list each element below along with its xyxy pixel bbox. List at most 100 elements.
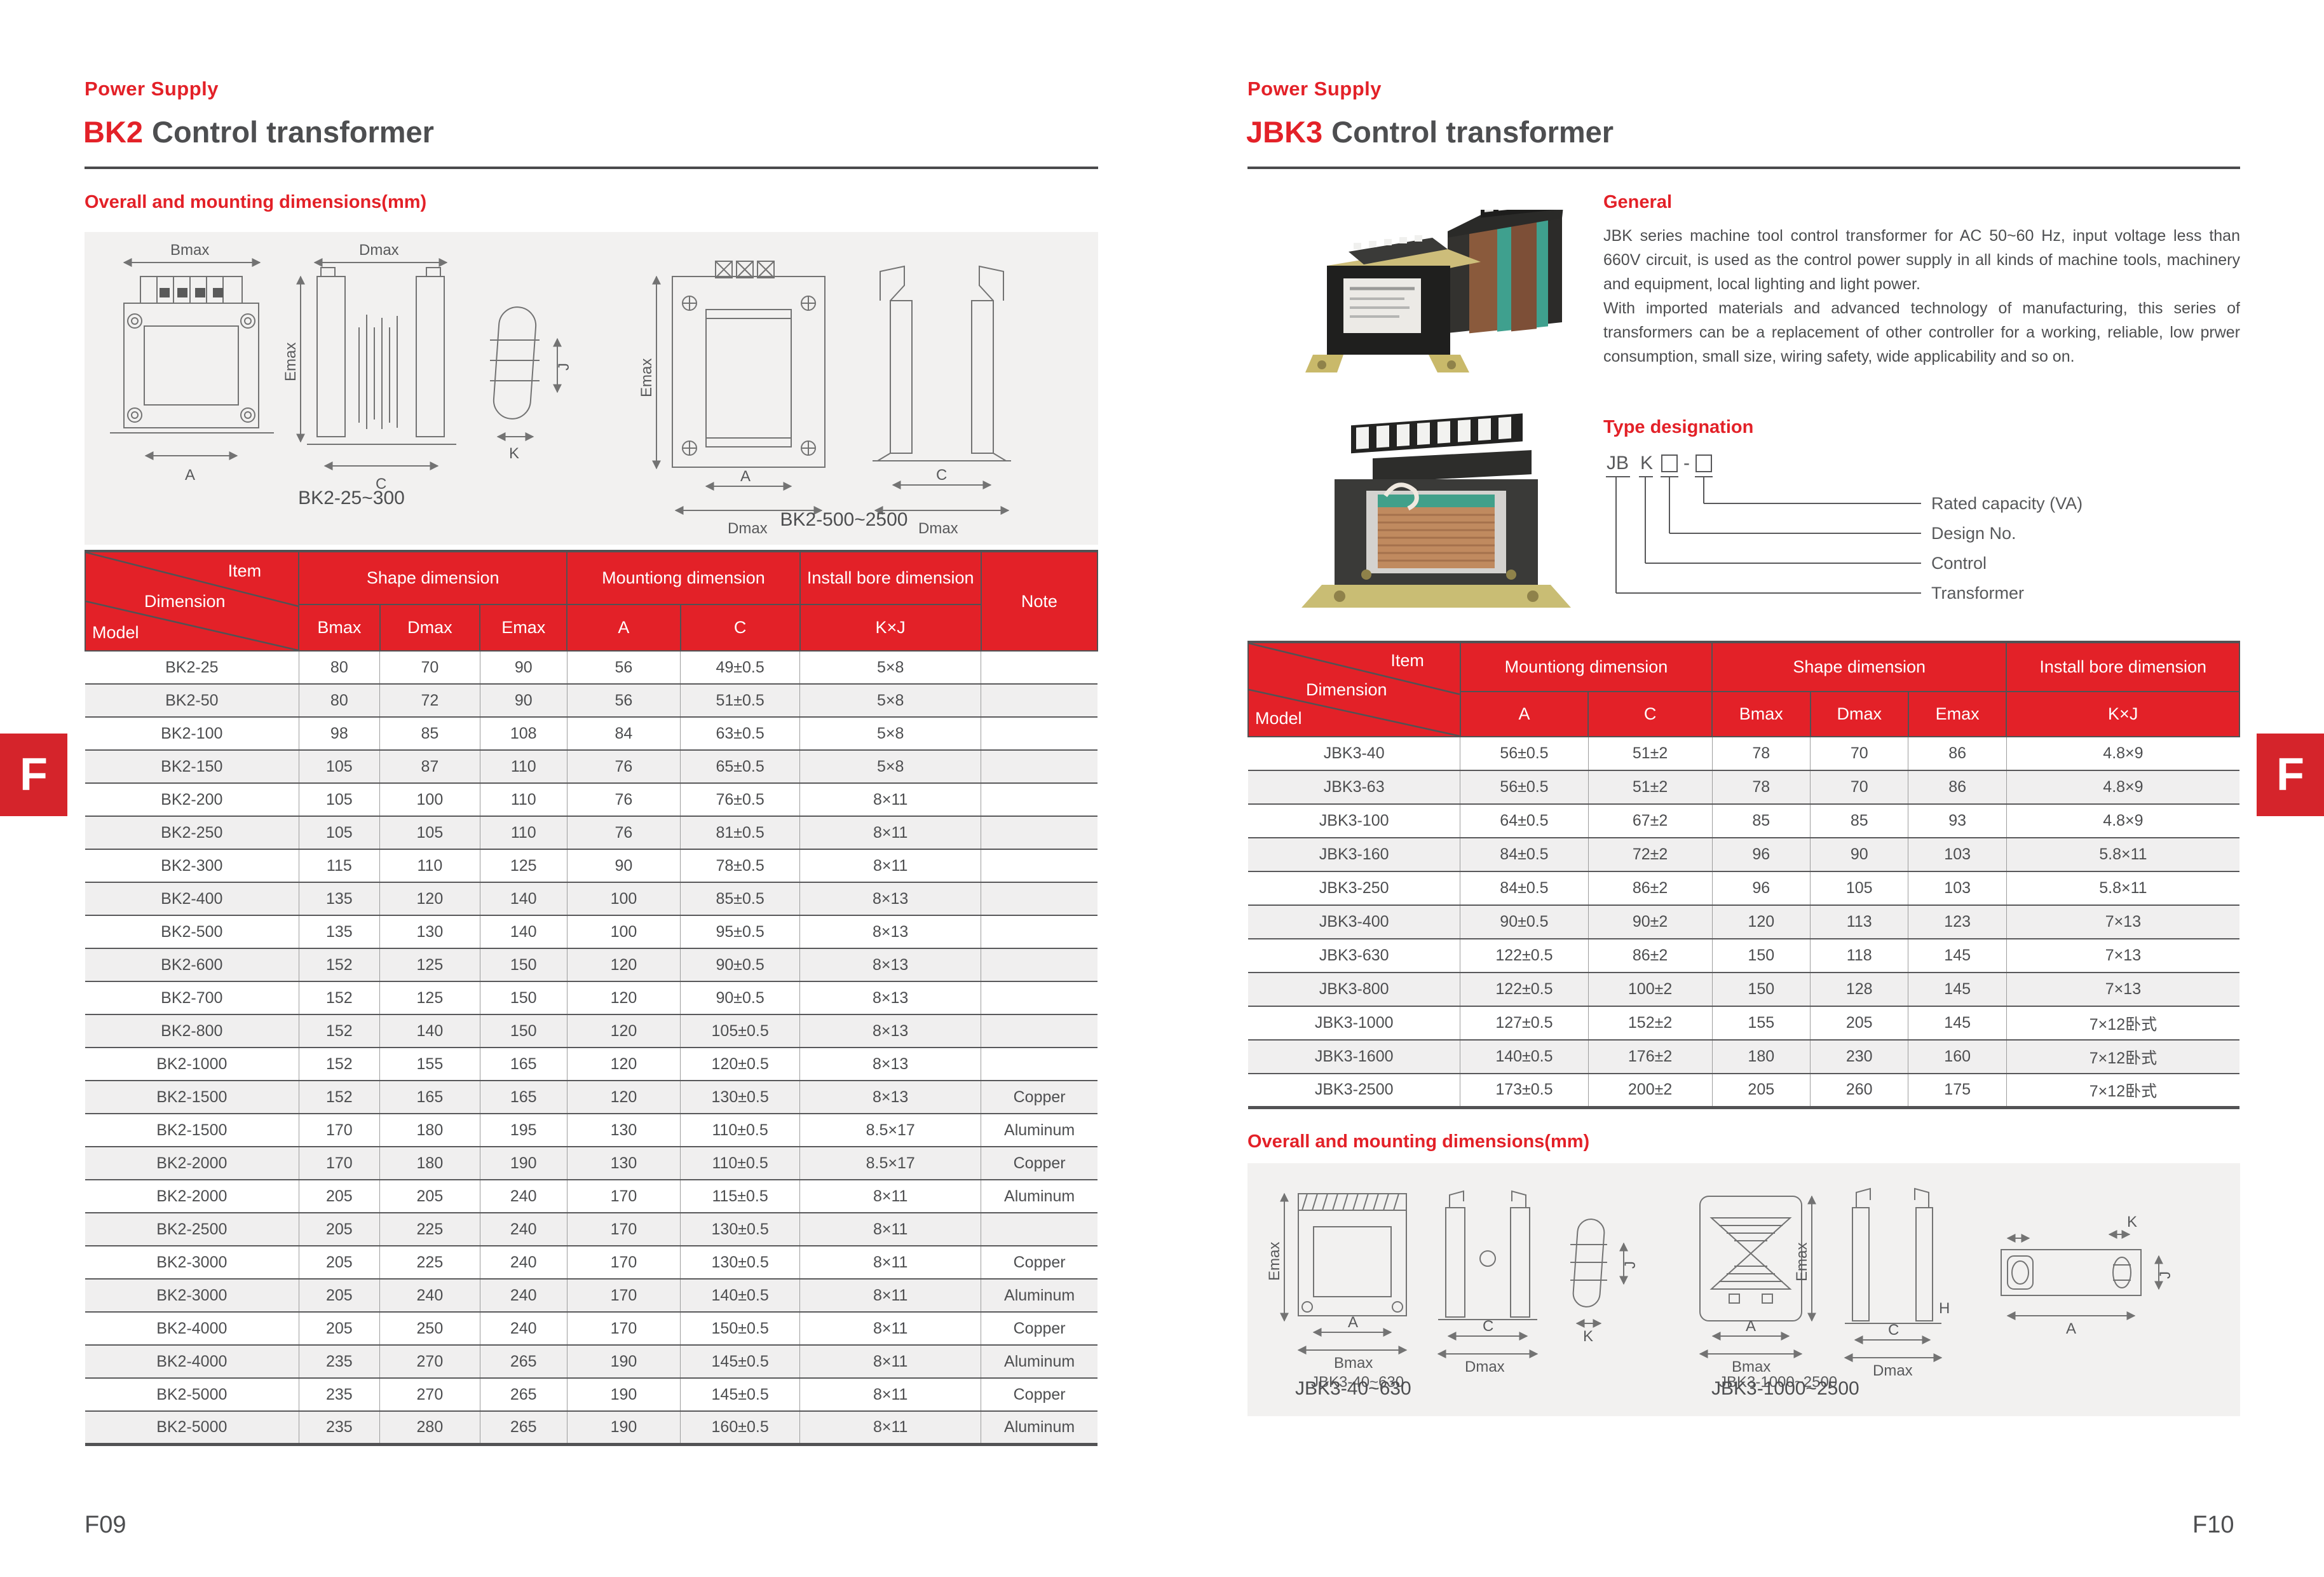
table-cell: 7×12卧式 [2006, 1073, 2239, 1109]
table-cell: 5×8 [799, 683, 981, 717]
table-cell: 85±0.5 [680, 882, 800, 915]
jbk3-sub-kj: K×J [2006, 690, 2240, 738]
table-cell: 140 [479, 882, 567, 915]
table-cell: BK2-150 [85, 749, 299, 783]
table-cell: 190 [566, 1410, 681, 1446]
jbk3-spec-table: Item Dimension Model Mountiong dimension… [1247, 641, 2240, 1109]
table-cell: 130±0.5 [680, 1212, 800, 1246]
right-title-model: JBK3 [1246, 115, 1323, 149]
table-cell: 152 [298, 981, 380, 1014]
table-cell: BK2-2500 [85, 1212, 299, 1246]
jbk3-group-bore: Install bore dimension [2006, 641, 2240, 692]
table-cell: 64±0.5 [1460, 803, 1589, 838]
table-cell: Copper [981, 1146, 1097, 1180]
table-row: BK2-300 115 110 125 90 78±0.5 8×11 [85, 849, 1097, 882]
table-cell [981, 650, 1097, 684]
table-cell: 86±2 [1587, 938, 1713, 973]
dim-label-j: J [1622, 1261, 1639, 1269]
dim-label-emax: Emax [282, 343, 299, 381]
jbk3-product-photo-2 [1290, 413, 1582, 623]
general-paragraphs: JBK series machine tool control transfor… [1603, 224, 2240, 369]
dim-label-a: A [185, 467, 195, 484]
table-cell: 260 [1809, 1073, 1908, 1109]
table-cell: 240 [479, 1278, 567, 1312]
corner-diagonals [1249, 643, 1460, 736]
table-cell: 7×12卧式 [2006, 1039, 2239, 1074]
table-cell: 130±0.5 [680, 1245, 800, 1279]
table-cell: BK2-300 [85, 849, 299, 882]
general-heading: General [1603, 192, 1672, 212]
table-cell: 8×13 [799, 1080, 981, 1114]
right-page-number: F10 [2192, 1512, 2234, 1538]
table-cell: BK2-1000 [85, 1047, 299, 1081]
table-cell: 240 [479, 1212, 567, 1246]
left-page-title: BK2 Control transformer [83, 114, 434, 149]
table-row: BK2-2500 205 225 240 170 130±0.5 8×11 [85, 1212, 1097, 1246]
table-cell: 87 [379, 749, 480, 783]
table-cell: 115 [298, 849, 380, 882]
jbk3-large-caption-2: JBK3-1000~2500 [1711, 1378, 1859, 1399]
table-cell: 190 [566, 1344, 681, 1378]
table-cell: JBK3-1600 [1248, 1039, 1460, 1074]
table-row: BK2-200 105 100 110 76 76±0.5 8×11 [85, 782, 1097, 816]
table-cell: 8×13 [799, 948, 981, 981]
table-cell: 4.8×9 [2006, 803, 2239, 838]
table-cell: 170 [566, 1245, 681, 1279]
dim-label-emax2: Emax [1793, 1243, 1811, 1281]
table-cell: 90±0.5 [1460, 905, 1589, 939]
table-cell: 160 [1908, 1039, 2007, 1074]
table-cell: 270 [379, 1344, 480, 1378]
table-cell: Aluminum [981, 1410, 1097, 1446]
table-row: BK2-3000 205 225 240 170 130±0.5 8×11 Copper [85, 1245, 1097, 1279]
dim-label-dmax3: Dmax [918, 520, 958, 537]
dim-label-dmax: Dmax [1465, 1358, 1505, 1376]
type-designation-heading: Type designation [1603, 417, 1754, 437]
table-cell: 110 [379, 849, 480, 882]
table-cell: BK2-250 [85, 816, 299, 849]
table-cell: 90 [566, 849, 681, 882]
table-cell: 120 [566, 1047, 681, 1081]
table-cell: 86 [1908, 770, 2007, 804]
table-cell: JBK3-2500 [1248, 1073, 1460, 1109]
jbk3-large-caption-1: JBK3-40~630 [1295, 1378, 1411, 1399]
type-label-rated-capacity: Rated capacity (VA) [1931, 494, 2083, 513]
dim-label-a3: A [2066, 1320, 2076, 1337]
table-cell: BK2-2000 [85, 1146, 299, 1180]
table-cell: 100 [566, 882, 681, 915]
dim-label-c: C [376, 475, 386, 493]
table-cell: 150 [479, 948, 567, 981]
table-cell: 8×11 [799, 782, 981, 816]
jbk3-sub-bmax: Bmax [1711, 690, 1811, 738]
type-code-prefix: JB [1607, 453, 1629, 474]
dim-label-emax: Emax [1266, 1242, 1283, 1281]
table-cell: 150 [1711, 972, 1811, 1006]
table-cell: 67±2 [1587, 803, 1713, 838]
table-cell: 96 [1711, 871, 1811, 905]
table-cell: 8×11 [799, 1410, 981, 1446]
bk2-spec-table-wrap: Item Dimension Model Shape dimension Mou… [84, 550, 1099, 1446]
table-cell: 240 [379, 1278, 480, 1312]
left-page-number: F09 [85, 1512, 126, 1538]
type-label-transformer: Transformer [1931, 584, 2024, 603]
table-cell: 105 [1809, 871, 1908, 905]
table-cell: 7×13 [2006, 938, 2239, 973]
table-cell: BK2-4000 [85, 1344, 299, 1378]
table-cell: 51±2 [1587, 770, 1713, 804]
table-cell: 103 [1908, 871, 2007, 905]
table-row: JBK3-63 56±0.5 51±2 78 70 86 4.8×9 [1248, 770, 2239, 804]
bk2-sub-kj: K×J [799, 603, 982, 652]
table-cell: 56 [566, 683, 681, 717]
table-cell: 130 [566, 1113, 681, 1147]
table-cell: 65±0.5 [680, 749, 800, 783]
bk2-spec-table: Item Dimension Model Shape dimension Mou… [84, 550, 1099, 1446]
table-row: JBK3-2500 173±0.5 200±2 205 260 175 7×12卧式 [1248, 1073, 2239, 1109]
dim-label-c2: C [1888, 1321, 1899, 1339]
table-cell: JBK3-250 [1248, 871, 1460, 905]
table-cell: 130±0.5 [680, 1080, 800, 1114]
table-row: JBK3-1000 127±0.5 152±2 155 205 145 7×12卧式 [1248, 1006, 2239, 1040]
corner-model-label: Model [1255, 709, 1302, 728]
table-cell: 205 [379, 1179, 480, 1213]
dim-label-h: H [1939, 1300, 1950, 1317]
type-code-control: K [1640, 453, 1653, 474]
